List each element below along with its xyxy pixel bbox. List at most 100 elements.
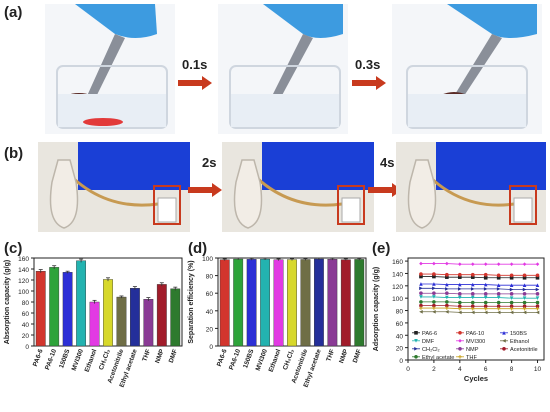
x-tick-label: DMF (168, 348, 179, 364)
data-point (483, 272, 488, 277)
x-tick-label: 0 (406, 366, 410, 373)
data-point (419, 300, 423, 304)
data-point (458, 300, 462, 305)
x-tick-label: PA6-10 (44, 348, 58, 371)
photo-b1 (38, 142, 190, 232)
data-point (522, 296, 527, 300)
legend-label: NMP (466, 347, 479, 353)
data-point (445, 291, 449, 296)
data-point (522, 306, 527, 311)
y-tick-label: 100 (18, 289, 29, 296)
data-point (509, 275, 514, 280)
data-point (509, 304, 514, 309)
data-point (470, 295, 475, 300)
y-tick-label: 100 (392, 296, 403, 303)
y-axis-label: Adsorption capacity (g/g) (373, 267, 380, 351)
bar (76, 260, 87, 347)
legend-label: CH₂Cl₂ (422, 347, 440, 353)
y-tick-label: 40 (22, 322, 30, 329)
data-point (419, 306, 423, 310)
data-point (535, 262, 540, 266)
series-line (420, 307, 538, 310)
data-point (419, 291, 423, 296)
data-point (445, 272, 449, 277)
data-point (522, 300, 527, 305)
bar (233, 258, 244, 347)
data-point (432, 309, 436, 314)
bar (246, 259, 257, 347)
x-tick-label: 10 (534, 366, 542, 373)
arrow-right-icon (178, 76, 212, 90)
data-point (470, 272, 475, 277)
data-point (496, 295, 501, 300)
y-tick-label: 120 (18, 278, 29, 285)
data-point (535, 287, 540, 292)
legend-label: Ethyl acetate (422, 355, 454, 361)
bar (340, 259, 351, 347)
data-point (432, 261, 436, 266)
data-point (432, 274, 436, 279)
x-tick-label: THF (141, 348, 152, 362)
x-tick-label: 6 (484, 366, 488, 373)
data-point (432, 291, 436, 296)
plot-frame (407, 257, 545, 361)
chart-absorption-capacity: 0 20 40 60 80 100 120 140 160 Absorption capacity… (4, 256, 183, 388)
photo-a3 (392, 4, 542, 134)
legend-label: Ethanol (510, 339, 529, 345)
y-tick-label: 140 (18, 267, 29, 274)
data-point (470, 304, 475, 309)
y-tick-label: 80 (206, 274, 214, 281)
data-point (445, 275, 449, 279)
data-point (522, 275, 527, 280)
data-point (470, 282, 475, 287)
time-label-a2: 0.3s (355, 57, 381, 72)
bar (327, 259, 338, 347)
y-axis-label: Absorption capacity (g/g) (4, 260, 11, 344)
x-tick-label: PA6-6 (216, 348, 229, 368)
y-tick-label: 60 (206, 291, 214, 298)
photo-b2 (222, 142, 374, 232)
data-point (458, 310, 462, 315)
data-point (414, 355, 418, 359)
data-point (483, 275, 488, 280)
series-line (420, 276, 538, 279)
data-point (458, 331, 462, 335)
data-point (470, 310, 475, 315)
legend-label: THF (466, 355, 477, 361)
data-point (496, 273, 501, 278)
data-point (483, 310, 488, 315)
panel-label-c: (c) (4, 240, 23, 257)
x-tick-label: THF (325, 348, 336, 362)
time-label-a1: 0.1s (182, 57, 208, 72)
data-point (509, 300, 514, 305)
panel-label-a: (a) (4, 4, 23, 21)
data-point (483, 292, 488, 296)
data-point (445, 303, 449, 308)
data-point (535, 300, 540, 305)
y-tick-label: 160 (18, 256, 29, 263)
series-line (420, 305, 538, 307)
data-point (458, 272, 462, 277)
data-point (414, 339, 418, 343)
data-point (419, 261, 423, 266)
data-point (496, 275, 501, 280)
data-point (509, 310, 514, 315)
data-point (470, 275, 475, 279)
data-point (419, 272, 423, 276)
data-point (414, 347, 418, 351)
data-point (496, 283, 501, 287)
y-tick-label: 160 (392, 259, 403, 266)
data-point (414, 331, 418, 335)
data-point (522, 292, 527, 296)
bar (300, 259, 311, 347)
y-tick-label: 80 (22, 300, 30, 307)
y-tick-label: 20 (206, 326, 214, 333)
data-point (445, 300, 449, 304)
data-point (522, 310, 527, 315)
data-point (458, 292, 462, 296)
legend-label: 150BS (510, 331, 527, 337)
data-point (496, 292, 501, 296)
data-point (522, 273, 527, 278)
series-line (420, 283, 538, 286)
data-point (419, 309, 423, 314)
